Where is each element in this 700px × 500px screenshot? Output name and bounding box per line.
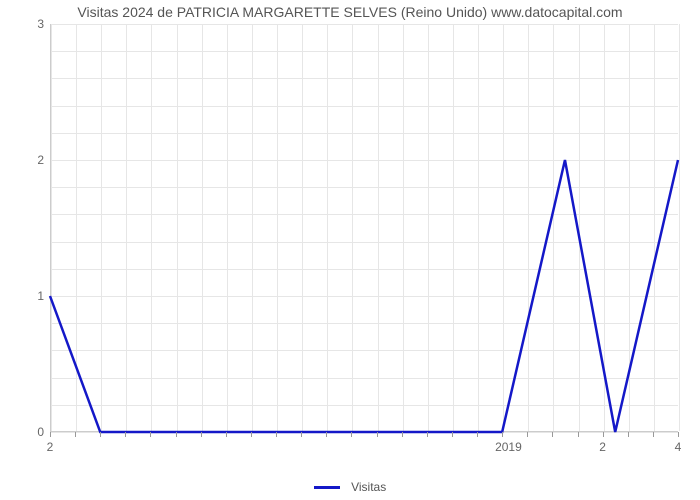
x-tick-mark xyxy=(477,432,478,437)
x-tick-label: 2 xyxy=(599,440,606,454)
x-tick-mark xyxy=(75,432,76,437)
y-tick-label: 3 xyxy=(14,17,44,31)
x-tick-mark xyxy=(201,432,202,437)
x-tick-label: 4 xyxy=(675,440,682,454)
x-tick-mark xyxy=(100,432,101,437)
x-tick-label: 2019 xyxy=(495,440,522,454)
x-tick-mark xyxy=(402,432,403,437)
y-tick-label: 1 xyxy=(14,289,44,303)
gridline-v xyxy=(679,24,680,431)
x-tick-mark xyxy=(176,432,177,437)
line-series xyxy=(50,24,678,432)
legend: Visitas xyxy=(0,479,700,494)
x-tick-mark xyxy=(125,432,126,437)
x-tick-mark xyxy=(653,432,654,437)
legend-label: Visitas xyxy=(351,480,386,494)
y-tick-label: 2 xyxy=(14,153,44,167)
plot-area xyxy=(50,24,678,432)
x-tick-mark xyxy=(226,432,227,437)
x-tick-mark xyxy=(628,432,629,437)
x-tick-mark xyxy=(301,432,302,437)
x-tick-mark xyxy=(377,432,378,437)
chart-title: Visitas 2024 de PATRICIA MARGARETTE SELV… xyxy=(0,4,700,20)
x-tick-mark xyxy=(552,432,553,437)
x-tick-label: 2 xyxy=(47,440,54,454)
chart-container: { "chart": { "type": "line", "title": "V… xyxy=(0,0,700,500)
x-tick-mark xyxy=(50,432,51,437)
legend-swatch xyxy=(314,486,340,489)
x-tick-mark xyxy=(427,432,428,437)
x-tick-mark xyxy=(603,432,604,437)
x-tick-mark xyxy=(251,432,252,437)
y-tick-label: 0 xyxy=(14,425,44,439)
x-tick-mark xyxy=(351,432,352,437)
x-tick-mark xyxy=(502,432,503,437)
x-tick-mark xyxy=(326,432,327,437)
x-tick-mark xyxy=(578,432,579,437)
x-tick-mark xyxy=(527,432,528,437)
x-tick-mark xyxy=(150,432,151,437)
series-line xyxy=(50,160,678,432)
x-tick-mark xyxy=(276,432,277,437)
x-tick-mark xyxy=(678,432,679,437)
x-tick-mark xyxy=(452,432,453,437)
